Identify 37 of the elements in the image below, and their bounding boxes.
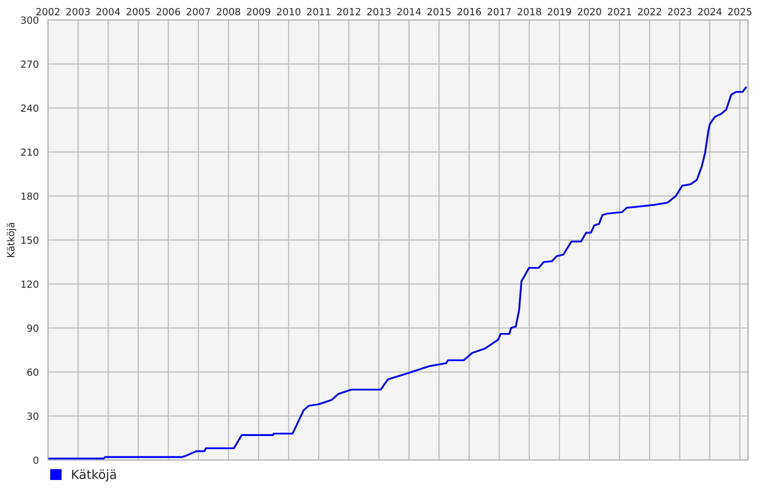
x-tick-label: 2021: [608, 8, 632, 16]
y-axis-title: Kätköjä: [6, 222, 16, 257]
x-tick-label: 2003: [66, 8, 90, 16]
x-tick-label: 2005: [126, 8, 150, 16]
x-tick-label: 2012: [337, 8, 360, 16]
y-tick-label: 240: [21, 104, 38, 112]
y-tick-label: 60: [27, 368, 38, 376]
y-tick-label: 30: [27, 412, 38, 420]
x-tick-label: 2002: [36, 8, 60, 16]
x-tick-label: 2008: [216, 8, 240, 16]
x-tick-label: 2024: [698, 8, 722, 16]
legend-label: Kätköjä: [72, 469, 116, 482]
x-tick-label: 2019: [548, 8, 572, 16]
x-tick-label: 2023: [668, 8, 692, 16]
x-tick-label: 2025: [728, 8, 752, 16]
x-tick-label: 2020: [578, 8, 602, 16]
x-tick-label: 2013: [367, 8, 390, 16]
x-tick-label: 2009: [246, 8, 270, 16]
x-tick-label: 2017: [488, 8, 511, 16]
y-tick-label: 120: [21, 280, 38, 288]
x-tick-label: 2007: [186, 8, 210, 16]
x-tick-label: 2011: [307, 8, 330, 16]
y-tick-label: 270: [21, 60, 38, 68]
y-tick-label: 180: [21, 192, 38, 200]
y-tick-label: 210: [21, 148, 38, 156]
x-tick-label: 2004: [96, 8, 120, 16]
x-tick-label: 2010: [276, 8, 300, 16]
x-tick-label: 2018: [518, 8, 542, 16]
y-tick-label: 90: [27, 324, 38, 332]
y-tick-label: 150: [21, 236, 38, 244]
x-tick-label: 2022: [638, 8, 662, 16]
y-tick-label: 0: [33, 456, 38, 464]
x-tick-label: 2016: [457, 8, 481, 16]
x-tick-label: 2015: [427, 8, 451, 16]
x-tick-label: 2006: [156, 8, 180, 16]
y-tick-label: 300: [21, 16, 38, 24]
x-tick-label: 2014: [397, 8, 421, 16]
